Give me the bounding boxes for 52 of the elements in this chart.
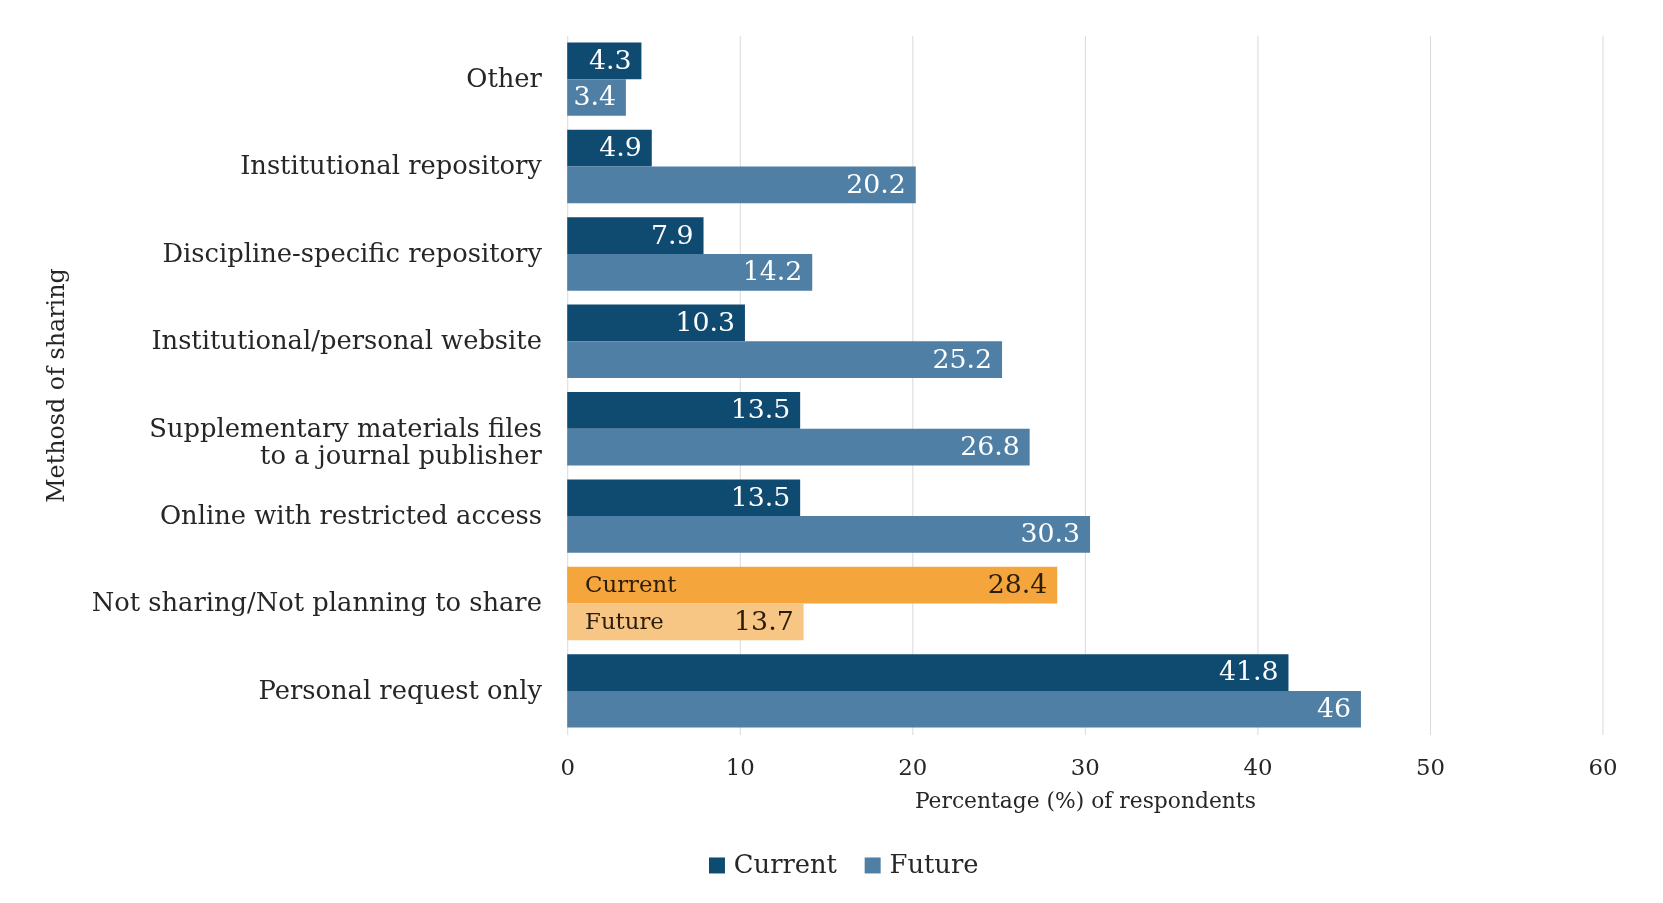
y-tick-label: Not sharing/Not planning to share (91, 587, 542, 618)
bar (567, 516, 1091, 553)
data-label: 41.8 (1218, 655, 1279, 687)
bar (567, 479, 801, 517)
bar (567, 341, 1003, 379)
data-label: 4.3 (588, 43, 632, 75)
bar (567, 654, 1289, 691)
x-tick-label: 40 (1243, 753, 1273, 780)
bar (567, 603, 804, 641)
data-label: 13.5 (730, 393, 791, 425)
data-label: 4.9 (599, 131, 642, 163)
data-label: 30.3 (1020, 517, 1081, 549)
bar (567, 304, 745, 342)
data-label: 26.8 (960, 429, 1020, 461)
y-axis-title: Methosd of sharing (41, 268, 70, 503)
bar (567, 566, 1058, 604)
bar (567, 166, 916, 204)
data-label: 3.4 (573, 80, 616, 112)
data-label: 46 (1316, 692, 1352, 724)
bar (567, 42, 642, 80)
x-tick-label: 20 (898, 753, 928, 780)
y-tick-label: Discipline-specific repository (162, 237, 543, 268)
data-label: 13.5 (730, 480, 791, 512)
annotation: Current (585, 571, 677, 598)
legend-label: Future (889, 849, 979, 880)
x-tick-label: 30 (1070, 753, 1100, 780)
y-tick-label: Institutional repository (240, 150, 543, 181)
bar (567, 253, 813, 291)
y-tick-label: Institutional/personal website (151, 325, 542, 356)
annotation: Future (585, 607, 664, 634)
bar (567, 690, 1361, 728)
bar (567, 129, 652, 167)
data-label: 7.9 (651, 218, 694, 250)
y-tick-label: Online with restricted access (159, 500, 542, 531)
legend-label: Current (733, 849, 838, 880)
y-tick-label: Personal request only (258, 674, 543, 705)
data-label: 20.2 (846, 167, 906, 199)
bar (567, 428, 1030, 466)
data-label: 10.3 (675, 305, 736, 337)
bar (567, 217, 704, 254)
data-label: 28.4 (987, 568, 1048, 600)
bar (567, 392, 801, 429)
data-label: 14.2 (742, 255, 803, 287)
x-tick-label: 50 (1415, 753, 1445, 780)
x-tick-label: 0 (560, 753, 575, 780)
y-tick-label: Supplementary materials files to a journal publisher (149, 412, 543, 471)
x-tick-label: 60 (1588, 753, 1618, 780)
data-label: 13.7 (734, 604, 794, 636)
x-tick-label: 10 (725, 753, 755, 780)
x-axis-title: Percentage (%) of respondents (914, 788, 1256, 814)
y-tick-label: Other (466, 63, 543, 94)
data-label: 25.2 (932, 342, 993, 374)
